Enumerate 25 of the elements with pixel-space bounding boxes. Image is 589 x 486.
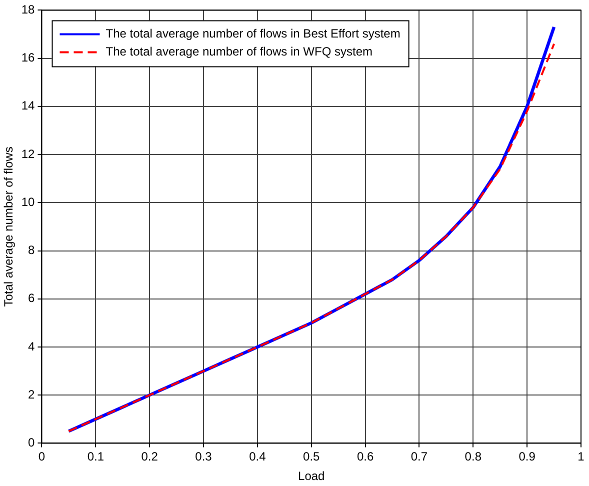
x-tick-label: 0.1 <box>87 450 104 464</box>
legend-label: The total average number of flows in Best Effort system <box>106 26 400 41</box>
y-tick-label: 4 <box>28 339 36 354</box>
legend-label: The total average number of flows in WFQ system <box>106 44 373 59</box>
y-tick-label: 8 <box>28 243 36 258</box>
y-tick-label: 18 <box>21 2 36 17</box>
x-tick-label: 0.6 <box>356 450 374 464</box>
x-tick-label: 0.2 <box>141 450 158 464</box>
y-tick-label: 16 <box>21 50 36 65</box>
x-tick-label: 1 <box>578 450 585 464</box>
x-tick-label: 0.8 <box>464 450 482 464</box>
x-tick-label: 0.3 <box>195 450 212 464</box>
y-tick-label: 10 <box>21 194 36 209</box>
x-tick-label: 0.5 <box>303 450 320 464</box>
y-tick-label: 2 <box>28 387 36 402</box>
y-tick-label: 0 <box>28 436 36 450</box>
y-tick-label: 6 <box>28 291 36 306</box>
y-axis-title: Total average number of flows <box>2 146 16 307</box>
y-tick-label: 14 <box>21 98 36 113</box>
x-tick-label: 0.7 <box>410 450 428 464</box>
y-tick-label: 12 <box>21 146 36 161</box>
x-axis-title: Load <box>298 469 325 484</box>
x-tick-label: 0 <box>38 450 46 464</box>
x-tick-label: 0.9 <box>518 450 536 464</box>
x-tick-label: 0.4 <box>249 450 266 464</box>
